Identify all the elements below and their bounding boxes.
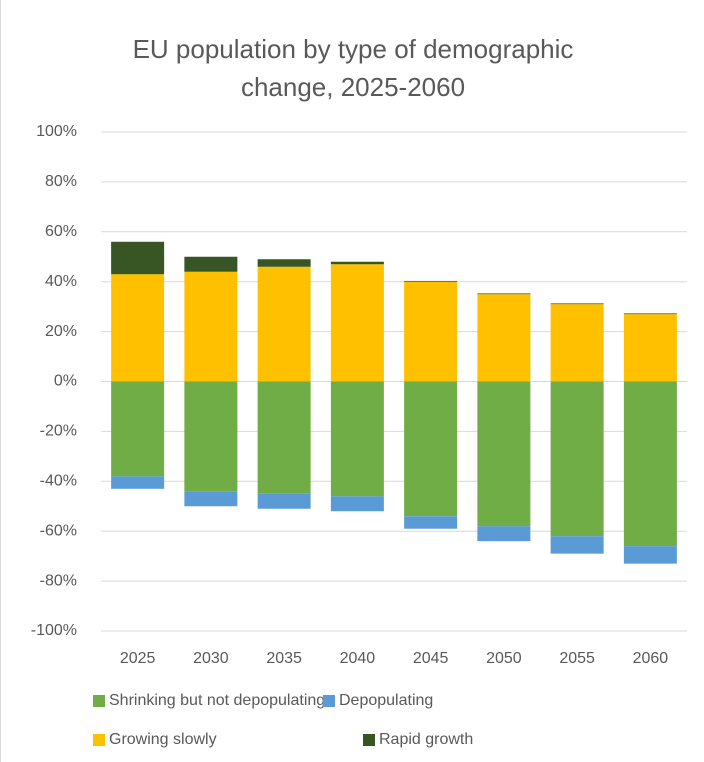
bar-segment bbox=[111, 381, 165, 477]
bar-segment bbox=[111, 241, 165, 275]
bar-segment bbox=[550, 536, 604, 554]
bar-segment bbox=[404, 280, 458, 282]
x-tick-label: 2055 bbox=[559, 650, 595, 667]
bar-segment bbox=[550, 303, 604, 305]
x-tick-label: 2030 bbox=[193, 650, 229, 667]
legend-swatch bbox=[93, 695, 105, 707]
x-tick-label: 2025 bbox=[120, 650, 156, 667]
bar-segment bbox=[184, 491, 238, 507]
bar-segment bbox=[623, 314, 677, 382]
x-tick-label: 2035 bbox=[266, 650, 302, 667]
bar-segment bbox=[184, 271, 238, 382]
legend-label: Shrinking but not depopulating bbox=[109, 692, 325, 709]
bar-segment bbox=[550, 381, 604, 537]
y-tick-label: 80% bbox=[45, 173, 77, 190]
legend-label: Rapid growth bbox=[379, 731, 473, 748]
bar-segment bbox=[477, 293, 531, 295]
legend-swatch bbox=[323, 695, 335, 707]
legend-swatch bbox=[363, 734, 375, 746]
bar-segment bbox=[477, 381, 531, 527]
y-tick-label: -100% bbox=[31, 622, 77, 639]
bar-segment bbox=[330, 381, 384, 497]
bar-segment bbox=[184, 381, 238, 492]
bar-segment bbox=[623, 546, 677, 564]
x-tick-label: 2040 bbox=[340, 650, 376, 667]
bar-segment bbox=[257, 266, 311, 382]
y-tick-label: -80% bbox=[40, 572, 77, 589]
x-tick-label: 2060 bbox=[633, 650, 669, 667]
bar-segment bbox=[330, 264, 384, 382]
bar-segment bbox=[330, 496, 384, 512]
y-tick-label: 40% bbox=[45, 273, 77, 290]
y-tick-label: -20% bbox=[40, 423, 77, 440]
x-tick-label: 2045 bbox=[413, 650, 449, 667]
bar-segment bbox=[111, 476, 165, 489]
y-tick-label: -40% bbox=[40, 473, 77, 490]
legend-label: Depopulating bbox=[339, 692, 433, 709]
bar-segment bbox=[550, 304, 604, 382]
y-tick-label: 0% bbox=[54, 373, 77, 390]
bar-segment bbox=[257, 381, 311, 494]
y-tick-label: 60% bbox=[45, 223, 77, 240]
bar-segment bbox=[623, 381, 677, 547]
y-tick-label: 100% bbox=[36, 123, 77, 140]
bar-segment bbox=[111, 274, 165, 382]
legend-label: Growing slowly bbox=[109, 731, 217, 748]
chart-title: EU population by type of demographic cha… bbox=[132, 34, 574, 102]
bar-segment bbox=[623, 313, 677, 315]
y-tick-label: -60% bbox=[40, 522, 77, 539]
bar-segment bbox=[257, 259, 311, 267]
bar-segment bbox=[477, 294, 531, 382]
bar-segment bbox=[404, 381, 458, 517]
bar-segment bbox=[184, 256, 238, 272]
bar-segment bbox=[477, 526, 531, 542]
bar-segment bbox=[257, 493, 311, 509]
bar-segment bbox=[330, 261, 384, 265]
legend-swatch bbox=[93, 734, 105, 746]
bar-segment bbox=[404, 281, 458, 382]
y-tick-label: 20% bbox=[45, 323, 77, 340]
x-tick-label: 2050 bbox=[486, 650, 522, 667]
bar-segment bbox=[404, 516, 458, 529]
